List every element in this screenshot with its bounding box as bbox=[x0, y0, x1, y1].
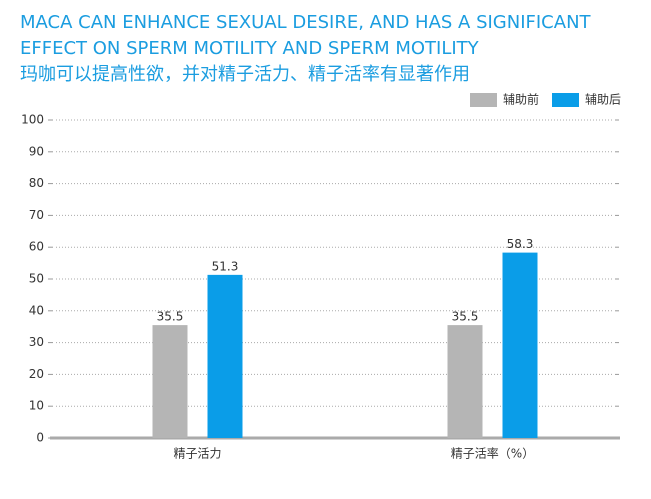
legend-swatch bbox=[552, 93, 579, 107]
value-label: 35.5 bbox=[157, 310, 184, 324]
bar bbox=[152, 325, 188, 438]
y-tick-label: 40 bbox=[29, 303, 44, 317]
y-tick-label: 0 bbox=[36, 431, 44, 445]
y-tick-label: 90 bbox=[29, 144, 44, 158]
chart-title: 玛咖可以提高性欲，并对精子活力、精子活率有显著作用 bbox=[20, 64, 470, 85]
y-tick-label: 60 bbox=[29, 240, 44, 254]
y-tick-label: 100 bbox=[21, 113, 44, 127]
y-tick-label: 30 bbox=[29, 335, 44, 349]
bar bbox=[207, 274, 243, 438]
chart-title: MACA CAN ENHANCE SEXUAL DESIRE, AND HAS … bbox=[20, 12, 592, 33]
legend-label: 辅助后 bbox=[585, 93, 621, 107]
y-tick-label: 70 bbox=[29, 208, 44, 222]
y-tick-label: 80 bbox=[29, 176, 44, 190]
y-tick-label: 10 bbox=[29, 399, 44, 413]
x-tick-label: 精子活力 bbox=[173, 447, 221, 461]
chart-title: EFFECT ON SPERM MOTILITY AND SPERM MOTIL… bbox=[20, 38, 480, 59]
legend-swatch bbox=[470, 93, 497, 107]
legend-label: 辅助前 bbox=[503, 92, 539, 107]
y-tick-label: 50 bbox=[29, 272, 44, 286]
x-tick-label: 精子活率（%） bbox=[451, 446, 534, 461]
bar bbox=[502, 252, 538, 438]
bar bbox=[447, 325, 483, 438]
y-tick-label: 20 bbox=[29, 367, 44, 381]
value-label: 51.3 bbox=[212, 259, 239, 273]
value-label: 35.5 bbox=[452, 310, 479, 324]
value-label: 58.3 bbox=[507, 237, 534, 251]
